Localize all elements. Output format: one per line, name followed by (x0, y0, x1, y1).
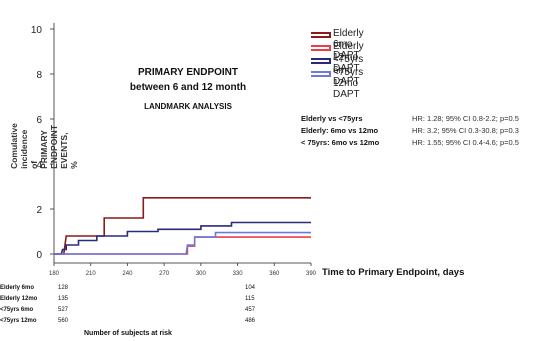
risk-row: <75yrs 6mo 527 457 (0, 307, 255, 313)
comparison-label: Elderly vs <75yrs (301, 114, 363, 123)
legend-swatch-young-6mo (311, 58, 331, 64)
legend-swatch-elderly-6mo (311, 32, 331, 38)
series-line-2 (54, 236, 311, 255)
chart-title-line-2: between 6 and 12 month (129, 82, 247, 93)
risk-value: 128 (58, 285, 69, 291)
legend-label: <75yrs 12mo DAPT (333, 67, 364, 100)
y-tick-label: 2 (36, 205, 42, 216)
series-line-1 (54, 197, 311, 255)
risk-row: Elderly 6mo 128 104 (0, 285, 255, 291)
x-tick-label: 270 (159, 271, 170, 277)
risk-value: 527 (58, 307, 69, 313)
risk-value: 457 (245, 307, 256, 313)
comparison-stat: HR: 1.55; 95% CI 0.4-4.6; p=0.5 (412, 138, 519, 147)
x-tick-label: 360 (269, 271, 280, 277)
risk-value: 560 (58, 318, 69, 324)
y-tick-label: 4 (36, 160, 42, 171)
chart-title-line-1: PRIMARY ENDPOINT (137, 67, 238, 78)
legend-label: Elderly 6mo DAPT (333, 28, 364, 61)
y-tick-label: 0 (36, 250, 42, 261)
y-tick-label: 6 (36, 115, 42, 126)
x-tick-label: 300 (196, 271, 207, 277)
x-tick-label: 330 (233, 271, 244, 277)
risk-value: 486 (245, 318, 256, 324)
y-tick-label: 8 (36, 70, 42, 81)
comparison-label: Elderly: 6mo vs 12mo (301, 126, 379, 135)
risk-row-label: <75yrs 6mo (0, 307, 34, 313)
legend-swatch-elderly-12mo (311, 45, 331, 51)
risk-row-label: <75yrs 12mo (0, 318, 37, 324)
risk-value: 104 (245, 285, 256, 291)
legend-label: Elderly 12mo DAPT (333, 41, 364, 74)
y-tick-label: 10 (31, 25, 43, 36)
series-line-4 (54, 231, 311, 255)
x-tick-label: 390 (306, 271, 317, 277)
chart-subtitle: LANDMARK ANALYSIS (144, 102, 232, 111)
risk-value: 115 (245, 296, 255, 302)
comparison-row: < 75yrs: 6mo vs 12mo HR: 1.55; 95% CI 0.… (301, 138, 519, 147)
y-axis-label: Comulative incidence of PRIMARY ENDPOINT… (9, 123, 79, 169)
x-tick-label: 210 (86, 271, 97, 277)
risk-value: 135 (58, 296, 69, 302)
x-axis-label: Time to Primary Endpoint, days (322, 267, 465, 278)
comparison-row: Elderly vs <75yrs HR: 1.28; 95% CI 0.8-2… (301, 114, 519, 123)
comparison-label: < 75yrs: 6mo vs 12mo (301, 138, 380, 147)
x-tick-label: 180 (49, 271, 60, 277)
comparison-stat: HR: 1.28; 95% CI 0.8-2.2; p=0.5 (412, 114, 519, 123)
series-line-3 (54, 221, 311, 255)
x-tick-label: 240 (122, 271, 133, 277)
risk-row: Elderly 12mo 135 115 (0, 296, 255, 302)
legend-label: <75yrs 6mo DAPT (333, 54, 364, 87)
comparison-stat: HR: 3.2; 95% CI 0.3-30.8; p=0.3 (412, 126, 519, 135)
comparison-row: Elderly: 6mo vs 12mo HR: 3.2; 95% CI 0.3… (301, 126, 519, 135)
risk-table-title: Number of subjects at risk (84, 330, 172, 337)
risk-row: <75yrs 12mo 560 486 (0, 318, 255, 324)
legend-swatch-young-12mo (311, 71, 331, 77)
risk-row-label: Elderly 6mo (0, 285, 35, 291)
risk-row-label: Elderly 12mo (0, 296, 38, 302)
